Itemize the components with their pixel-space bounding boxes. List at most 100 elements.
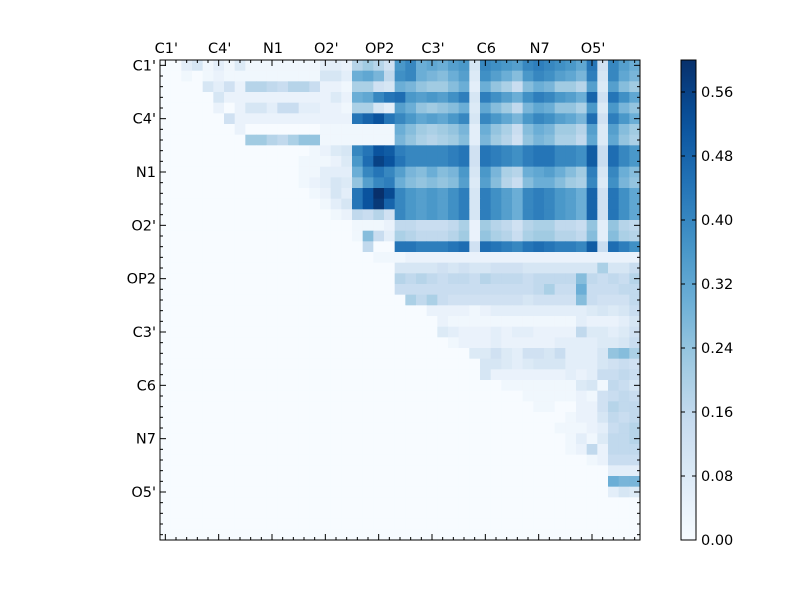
heatmap-cell [245, 412, 257, 424]
heatmap-cell [501, 316, 513, 328]
heatmap-cell [512, 348, 524, 360]
heatmap-cell [448, 401, 460, 413]
heatmap-cell [181, 401, 193, 413]
heatmap-cell [448, 177, 460, 189]
heatmap-cell [554, 486, 566, 498]
heatmap-cell [512, 241, 524, 253]
heatmap-cell [245, 380, 257, 392]
heatmap-cell [522, 316, 534, 328]
heatmap-cell [170, 305, 182, 317]
heatmap-cell [416, 326, 428, 338]
heatmap-cell [170, 358, 182, 370]
heatmap-cell [405, 316, 417, 328]
heatmap-cell [213, 230, 225, 242]
heatmap-cell [330, 252, 342, 264]
heatmap-cell [576, 444, 588, 456]
heatmap-cell [608, 262, 620, 274]
heatmap-cell [608, 476, 620, 488]
heatmap-cell [597, 433, 609, 445]
heatmap-cell [416, 444, 428, 456]
heatmap-cell [512, 156, 524, 168]
heatmap-cell [330, 390, 342, 402]
heatmap-cell [181, 230, 193, 242]
heatmap-cell [245, 358, 257, 370]
heatmap-cell [490, 60, 502, 72]
heatmap-cell [320, 433, 332, 445]
heatmap-cell [501, 326, 513, 338]
heatmap-cell [576, 177, 588, 189]
heatmap-cell [256, 316, 268, 328]
heatmap-cell [618, 476, 630, 488]
heatmap-cell [245, 92, 257, 104]
heatmap-cell [277, 358, 289, 370]
heatmap-cell [544, 305, 556, 317]
heatmap-cell [597, 305, 609, 317]
heatmap-cell [170, 230, 182, 242]
heatmap-cell [181, 198, 193, 210]
heatmap-cell [373, 273, 385, 285]
heatmap-cell [330, 380, 342, 392]
heatmap-cell [181, 252, 193, 264]
heatmap-cell [490, 124, 502, 136]
heatmap-cell [309, 166, 321, 178]
heatmap-cell [384, 454, 396, 466]
heatmap-cell [522, 518, 534, 530]
heatmap-cell [202, 273, 214, 285]
heatmap-cell [405, 166, 417, 178]
heatmap-cell [533, 433, 545, 445]
heatmap-cell [341, 166, 353, 178]
heatmap-cell [330, 401, 342, 413]
heatmap-cell [608, 113, 620, 125]
heatmap-cell [394, 273, 406, 285]
heatmap-cell [629, 305, 641, 317]
heatmap-cell [544, 241, 556, 253]
heatmap-cell [608, 337, 620, 349]
heatmap-cell [298, 60, 310, 72]
heatmap-cell [554, 273, 566, 285]
heatmap-cell [202, 508, 214, 520]
heatmap-cell [565, 529, 577, 541]
heatmap-cell [437, 113, 449, 125]
heatmap-cell [277, 518, 289, 530]
heatmap-cell [224, 124, 236, 136]
heatmap-cell [501, 92, 513, 104]
heatmap-cell [181, 60, 193, 72]
heatmap-cell [586, 124, 598, 136]
heatmap-cell [394, 81, 406, 93]
heatmap-cell [458, 412, 470, 424]
heatmap-cell [490, 380, 502, 392]
heatmap-cell [480, 422, 492, 434]
heatmap-cell [245, 401, 257, 413]
heatmap-cell [394, 305, 406, 317]
heatmap-cell [213, 380, 225, 392]
heatmap-cell [224, 273, 236, 285]
heatmap-cell [160, 252, 172, 264]
heatmap-cell [330, 422, 342, 434]
heatmap-cell [277, 348, 289, 360]
heatmap-cell [501, 241, 513, 253]
heatmap-cell [426, 369, 438, 381]
heatmap-cell [298, 433, 310, 445]
heatmap-cell [256, 422, 268, 434]
heatmap-cell [490, 348, 502, 360]
heatmap-cell [330, 305, 342, 317]
heatmap-cell [565, 401, 577, 413]
heatmap-cell [448, 81, 460, 93]
heatmap-cell [586, 177, 598, 189]
heatmap-cell [320, 188, 332, 200]
heatmap-cell [384, 348, 396, 360]
heatmap-cell [256, 230, 268, 242]
heatmap-cell [213, 348, 225, 360]
heatmap-cell [170, 188, 182, 200]
heatmap-cell [352, 156, 364, 168]
heatmap-cell [384, 390, 396, 402]
heatmap-cell [533, 444, 545, 456]
heatmap-cell [565, 220, 577, 232]
heatmap-cell [597, 113, 609, 125]
heatmap-cell [277, 273, 289, 285]
heatmap-cell [245, 476, 257, 488]
heatmap-cell [416, 529, 428, 541]
heatmap-cell [448, 422, 460, 434]
heatmap-cell [202, 305, 214, 317]
heatmap-cell [405, 92, 417, 104]
